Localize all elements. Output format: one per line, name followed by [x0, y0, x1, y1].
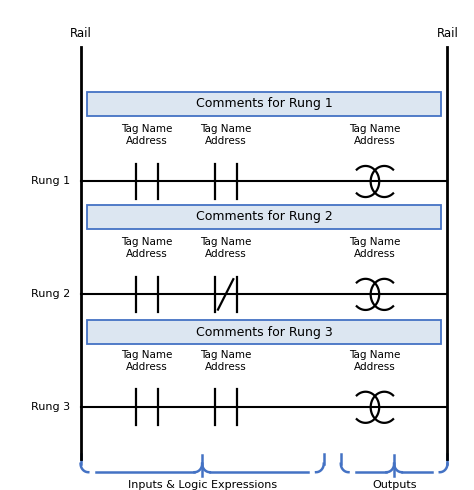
Text: Tag Name
Address: Tag Name Address [121, 349, 173, 372]
Text: Rung 1: Rung 1 [31, 176, 70, 187]
Text: Tag Name
Address: Tag Name Address [121, 124, 173, 146]
Text: Tag Name
Address: Tag Name Address [200, 237, 251, 259]
Text: Tag Name
Address: Tag Name Address [349, 237, 401, 259]
Text: Inputs & Logic Expressions: Inputs & Logic Expressions [128, 480, 277, 490]
Text: Tag Name
Address: Tag Name Address [200, 349, 251, 372]
Text: Comments for Rung 2: Comments for Rung 2 [196, 210, 332, 223]
Text: Tag Name
Address: Tag Name Address [349, 349, 401, 372]
FancyBboxPatch shape [87, 204, 441, 229]
FancyBboxPatch shape [87, 320, 441, 344]
Text: Rung 3: Rung 3 [31, 402, 70, 412]
Text: Rail: Rail [70, 27, 91, 40]
Text: Tag Name
Address: Tag Name Address [349, 124, 401, 146]
Text: Comments for Rung 1: Comments for Rung 1 [196, 98, 332, 110]
Text: Rail: Rail [437, 27, 458, 40]
Text: Tag Name
Address: Tag Name Address [121, 237, 173, 259]
Text: Rung 2: Rung 2 [31, 290, 70, 299]
FancyBboxPatch shape [87, 92, 441, 116]
Text: Comments for Rung 3: Comments for Rung 3 [196, 325, 332, 339]
Text: Tag Name
Address: Tag Name Address [200, 124, 251, 146]
Text: Outputs: Outputs [372, 480, 416, 490]
